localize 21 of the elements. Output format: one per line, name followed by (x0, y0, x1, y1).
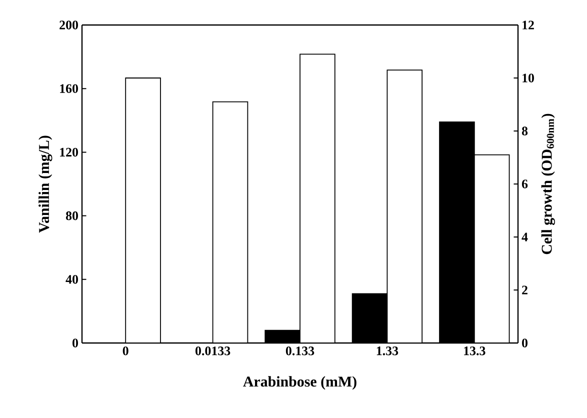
x-tick-label: 0 (122, 346, 128, 356)
y2-tick-label: 12 (522, 20, 534, 30)
y-tick-label: 200 (60, 20, 78, 30)
x-axis-title: Arabinbose (mM) (243, 376, 356, 390)
x-tick-label: 1.33 (376, 346, 398, 356)
y2-axis-title: Cell growth (OD$_{600nm}$) (541, 114, 555, 254)
y-tick-label: 40 (66, 275, 78, 284)
y-tick-label: 160 (60, 84, 78, 93)
y2-tick-label: 2 (522, 286, 528, 294)
x-tick-label: 0.0133 (195, 346, 230, 356)
y-axis-title: Vanillin (mg/L) (38, 136, 52, 233)
y-tick-label: 0 (72, 338, 78, 348)
y-tick-label: 80 (66, 211, 78, 220)
x-tick-label: 13.3 (464, 346, 486, 356)
y2-tick-label: 4 (522, 232, 528, 242)
y2-tick-label: 6 (522, 180, 528, 188)
x-tick-label: 0.133 (286, 346, 314, 356)
y2-tick-label: 10 (522, 74, 534, 82)
y-tick-label: 120 (60, 148, 78, 157)
y2-tick-label: 0 (522, 338, 528, 348)
y2-tick-label: 8 (522, 126, 528, 136)
